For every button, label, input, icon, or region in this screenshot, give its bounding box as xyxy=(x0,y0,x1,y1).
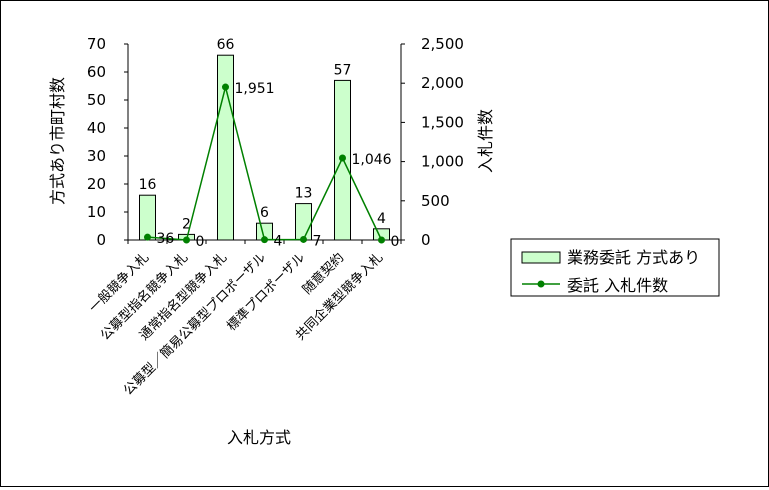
line-point xyxy=(378,236,385,244)
y-left-tick-label: 40 xyxy=(87,119,106,137)
y-right-tick-label: 2,000 xyxy=(421,74,464,92)
legend-line-label: 委託 入札件数 xyxy=(567,276,668,295)
line-point xyxy=(144,233,151,241)
line-point xyxy=(261,236,268,244)
bar xyxy=(139,194,156,241)
bar-data-label: 16 xyxy=(139,177,157,193)
category-label: 公募型／簡易公募型プロポーザル xyxy=(121,250,269,398)
y-left-tick-label: 50 xyxy=(87,91,106,109)
x-axis-title: 入札方式 xyxy=(227,428,291,447)
legend: 業務委託 方式あり 委託 入札件数 xyxy=(510,238,720,297)
line-data-label: 7 xyxy=(313,233,322,249)
y-right-tick-label: 2,500 xyxy=(421,35,464,53)
legend-bar-swatch xyxy=(521,251,561,264)
y-axis-right-title: 入札件数 xyxy=(476,109,495,173)
y-left-tick-label: 70 xyxy=(87,35,106,53)
line-data-label: 0 xyxy=(196,234,205,250)
line-point xyxy=(300,235,307,243)
bar xyxy=(295,203,312,241)
line-data-label: 0 xyxy=(391,234,400,250)
y-left-tick-label: 20 xyxy=(87,175,106,193)
bar-data-label: 66 xyxy=(217,37,235,53)
y-right-tick-label: 1,500 xyxy=(421,113,464,131)
legend-bar-label: 業務委託 方式あり xyxy=(567,248,700,267)
y-right-tick-label: 500 xyxy=(421,192,450,210)
line-data-label: 1,951 xyxy=(235,81,275,97)
bar-data-label: 4 xyxy=(377,211,386,227)
y-axis-left-title: 方式あり市町村数 xyxy=(48,77,67,205)
y-left-tick-label: 0 xyxy=(96,231,106,249)
line-data-label: 36 xyxy=(157,231,175,247)
line-data-label: 1,046 xyxy=(352,152,392,168)
y-right-tick-label: 0 xyxy=(421,231,431,249)
bar-data-label: 57 xyxy=(334,62,352,78)
bar-data-label: 13 xyxy=(295,186,313,202)
line-data-label: 4 xyxy=(274,234,283,250)
bar-data-label: 2 xyxy=(182,216,191,232)
y-left-tick-label: 10 xyxy=(87,203,106,221)
bar-data-label: 6 xyxy=(260,205,269,221)
legend-line-marker xyxy=(537,280,545,288)
line-point xyxy=(183,236,190,244)
line-point xyxy=(339,154,346,162)
y-left-tick-label: 60 xyxy=(87,63,106,81)
bar xyxy=(217,54,234,241)
line-point xyxy=(222,83,229,91)
y-right-tick-label: 1,000 xyxy=(421,153,464,171)
legend-box xyxy=(510,238,720,297)
y-left-tick-label: 30 xyxy=(87,147,106,165)
